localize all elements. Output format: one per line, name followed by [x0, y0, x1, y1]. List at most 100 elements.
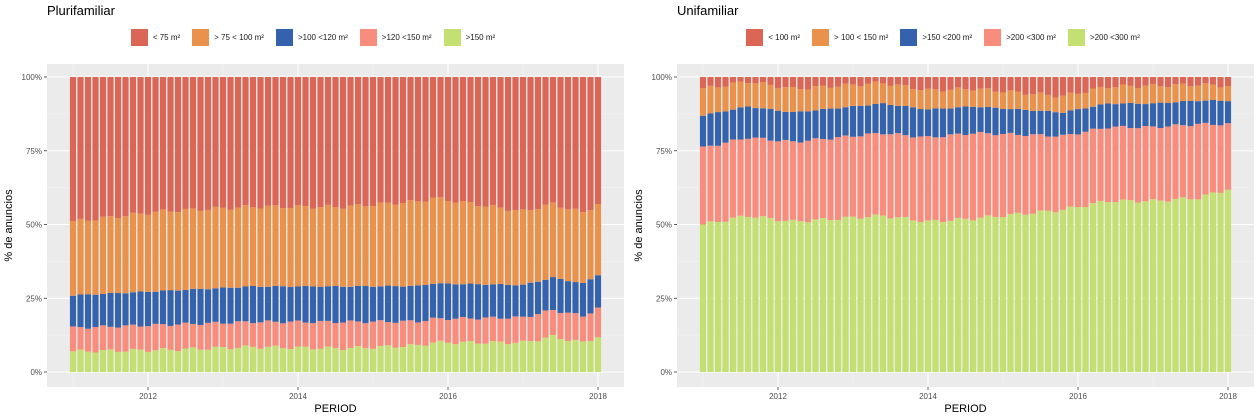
bar-segment — [954, 87, 962, 108]
bar-segment — [587, 341, 594, 372]
bar-segment — [812, 110, 819, 139]
bar-segment — [917, 222, 924, 372]
bar-segment — [1224, 123, 1232, 190]
legend-swatch — [900, 29, 918, 46]
bar-segment — [812, 138, 819, 220]
bar-segment — [189, 323, 197, 348]
bar-segment — [984, 88, 992, 108]
bar-segment — [1052, 77, 1059, 98]
bar-segment — [92, 352, 99, 372]
bar-segment — [227, 323, 234, 350]
bar-segment — [782, 77, 789, 88]
bar-segment — [1022, 94, 1029, 110]
bar-segment — [594, 203, 602, 276]
bar-segment — [939, 77, 947, 92]
bar-segment — [144, 77, 152, 215]
x-tick-label: 2014 — [919, 392, 937, 401]
legend-swatch — [192, 29, 210, 46]
bar-segment — [1164, 201, 1172, 372]
bar-segment — [339, 286, 347, 323]
bar-segment — [1172, 124, 1179, 199]
legend-item: >100 <120 m² — [275, 29, 348, 46]
x-tick-label: 2016 — [1069, 392, 1087, 401]
bar-segment — [1074, 77, 1082, 94]
bar-segment — [1022, 214, 1029, 372]
bar-segment — [857, 77, 864, 87]
bar-segment — [534, 281, 542, 315]
bar-segment — [309, 286, 317, 324]
bar-segment — [182, 290, 189, 323]
bar-segment — [737, 77, 744, 82]
bar-segment — [887, 134, 894, 219]
bar-segment — [534, 314, 542, 342]
bar-segment — [834, 137, 842, 220]
bar-segment — [1134, 103, 1142, 129]
bar-segment — [414, 201, 422, 286]
bar-segment — [107, 292, 114, 327]
bar-segment — [422, 345, 429, 372]
bar-segment — [557, 77, 564, 208]
bar-segment — [107, 349, 114, 372]
bar-segment — [1119, 103, 1127, 126]
bar-segment — [1179, 77, 1187, 84]
bar-segment — [414, 77, 422, 202]
bar-segment — [1029, 94, 1037, 112]
bar-segment — [1059, 77, 1067, 96]
legend-swatch — [359, 29, 377, 46]
bar-segment — [999, 77, 1007, 93]
bar-segment — [384, 345, 392, 372]
bar-segment — [174, 351, 182, 372]
bar-segment — [257, 208, 264, 287]
bar-segment — [969, 220, 977, 372]
bar-segment — [1044, 94, 1052, 111]
bar-segment — [84, 77, 92, 221]
bar-segment — [1157, 102, 1164, 128]
bar-segment — [1194, 101, 1202, 124]
legend-item: >200 <300 m² — [1067, 29, 1140, 46]
bar-segment — [107, 216, 114, 293]
bar-segment — [917, 77, 924, 91]
bar-segment — [489, 204, 497, 285]
bar-segment — [564, 281, 572, 313]
bar-segment — [137, 213, 144, 292]
bar-segment — [197, 77, 204, 211]
bar-segment — [414, 322, 422, 345]
bar-segment — [962, 77, 969, 90]
bar-segment — [579, 282, 587, 317]
bar-segment — [1194, 123, 1202, 200]
bar-segment — [452, 77, 459, 203]
legend-item: < 75 m² — [130, 29, 180, 46]
bar-segment — [909, 89, 917, 108]
bar-segment — [167, 349, 174, 372]
bar-segment — [857, 218, 864, 372]
bar-segment — [894, 77, 902, 85]
bar-segment — [797, 111, 804, 143]
bar-segment — [354, 285, 362, 322]
bar-segment — [1007, 77, 1014, 91]
bar-segment — [324, 320, 332, 347]
bar-segment — [384, 321, 392, 346]
bar-segment — [1089, 88, 1097, 107]
bar-segment — [407, 320, 414, 345]
bar-segment — [182, 322, 189, 349]
y-tick-label: 0% — [30, 368, 42, 377]
bar-segment — [1127, 77, 1134, 86]
bar-segment — [1224, 77, 1232, 86]
bar-segment — [1082, 108, 1089, 132]
bar-segment — [1104, 202, 1112, 372]
bar-segment — [122, 77, 129, 217]
bar-segment — [984, 77, 992, 89]
bar-segment — [212, 321, 219, 347]
bar-segment — [1119, 199, 1127, 372]
bar-segment — [437, 340, 444, 372]
bar-segment — [219, 207, 227, 288]
stacked-bar-chart: 0% 25% 50% 75% 100% 2012 2014 2016 2018 PERIOD % d… — [3, 64, 624, 415]
bar-segment — [347, 320, 354, 348]
bar-segment — [84, 220, 92, 295]
bar-segment — [332, 285, 339, 324]
bar-segment — [249, 346, 257, 372]
bar-segment — [1202, 77, 1209, 84]
bar-segment — [924, 136, 932, 221]
bar-segment — [984, 133, 992, 216]
bar-segment — [744, 216, 752, 372]
